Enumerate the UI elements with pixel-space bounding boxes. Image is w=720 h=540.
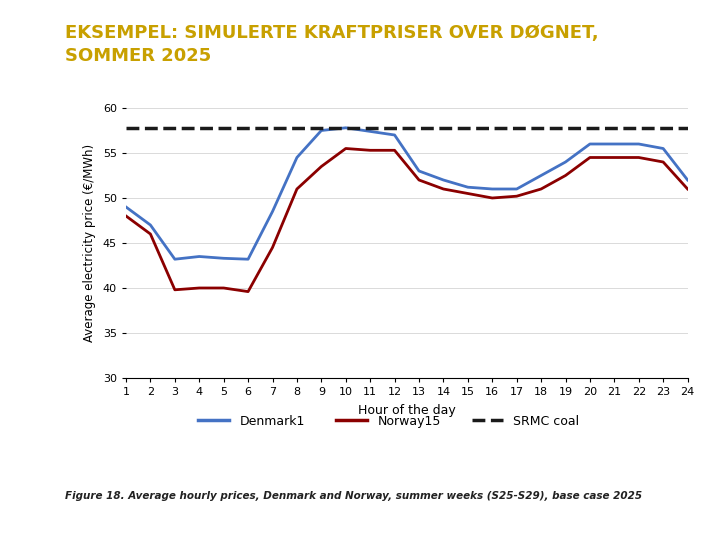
Y-axis label: Average electricity price (€/MWh): Average electricity price (€/MWh) (83, 144, 96, 342)
Norway15 (390, 147, 399, 153)
X-axis label: Hour of the day: Hour of the day (358, 404, 456, 417)
SRMC coal (97, 125, 106, 131)
Denmark1 (439, 177, 448, 183)
Denmark1 (634, 141, 643, 147)
Line: Norway15: Norway15 (126, 148, 688, 292)
Denmark1 (488, 186, 497, 192)
Text: EKSEMPEL: SIMULERTE KRAFTPRISER OVER DØGNET,
SOMMER 2025: EKSEMPEL: SIMULERTE KRAFTPRISER OVER DØG… (65, 24, 598, 64)
Denmark1 (659, 145, 667, 152)
Denmark1 (415, 168, 423, 174)
Norway15 (292, 186, 301, 192)
Norway15 (317, 163, 325, 170)
Norway15 (683, 186, 692, 192)
Denmark1 (513, 186, 521, 192)
Norway15 (195, 285, 204, 291)
Legend: Denmark1, Norway15, SRMC coal: Denmark1, Norway15, SRMC coal (193, 410, 585, 433)
Norway15 (439, 186, 448, 192)
Norway15 (610, 154, 618, 161)
Norway15 (366, 147, 374, 153)
Denmark1 (268, 208, 276, 215)
Norway15 (415, 177, 423, 183)
Norway15 (220, 285, 228, 291)
Denmark1 (610, 141, 618, 147)
Norway15 (488, 195, 497, 201)
Denmark1 (464, 184, 472, 191)
Norway15 (464, 190, 472, 197)
Norway15 (268, 244, 276, 251)
Norway15 (146, 231, 155, 237)
Denmark1 (244, 256, 253, 262)
Norway15 (244, 288, 253, 295)
Norway15 (513, 193, 521, 199)
Text: UNIVERSITETET FOR MILJØ- OG BIOVITENSKAP: UNIVERSITETET FOR MILJØ- OG BIOVITENSKAP (24, 48, 33, 222)
Norway15 (122, 213, 130, 219)
Denmark1 (220, 255, 228, 261)
Text: 16: 16 (20, 496, 37, 509)
Denmark1 (537, 172, 546, 179)
Norway15 (341, 145, 350, 152)
Norway15 (585, 154, 594, 161)
SRMC coal (122, 125, 130, 131)
Denmark1 (146, 222, 155, 228)
Denmark1 (390, 132, 399, 138)
Denmark1 (292, 154, 301, 161)
Denmark1 (122, 204, 130, 210)
Norway15 (659, 159, 667, 165)
Denmark1 (317, 127, 325, 134)
Norway15 (561, 172, 570, 179)
Denmark1 (683, 177, 692, 183)
Denmark1 (171, 256, 179, 262)
Norway15 (634, 154, 643, 161)
Denmark1 (195, 253, 204, 260)
Text: Figure 18. Average hourly prices, Denmark and Norway, summer weeks (S25-S29), ba: Figure 18. Average hourly prices, Denmar… (65, 491, 642, 502)
Norway15 (171, 287, 179, 293)
Denmark1 (561, 159, 570, 165)
Denmark1 (585, 141, 594, 147)
Line: Denmark1: Denmark1 (126, 128, 688, 259)
Denmark1 (366, 128, 374, 134)
Denmark1 (341, 125, 350, 131)
Norway15 (537, 186, 546, 192)
